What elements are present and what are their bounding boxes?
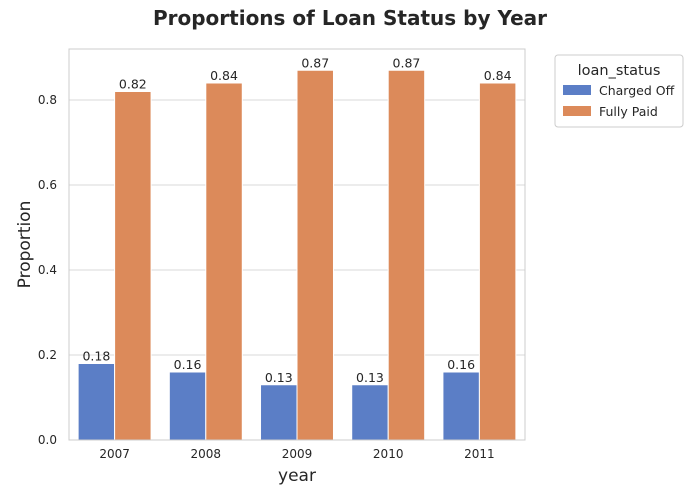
y-tick-label: 0.8	[38, 93, 57, 107]
y-axis-label: Proportion	[15, 201, 35, 289]
legend-items: Charged Off Fully Paid	[563, 83, 675, 119]
bar-charged-off-2009	[260, 384, 298, 441]
bar-charged-off-2010	[351, 384, 389, 441]
data-label: 0.87	[301, 55, 329, 70]
x-tick-label: 2011	[464, 447, 495, 461]
bar-fully-paid-2010	[387, 69, 426, 441]
data-label: 0.84	[484, 68, 512, 83]
data-labels: 0.18 0.82 0.16 0.84 0.13 0.87 0.13 0.87 0.16 0.84	[82, 55, 511, 385]
legend: loan_status Charged Off Fully Paid	[554, 54, 684, 128]
plot-frame	[68, 48, 526, 441]
y-tick-label: 0.6	[38, 178, 57, 192]
legend-swatch-charged-off	[563, 85, 591, 95]
bars	[77, 69, 517, 441]
bar-fully-paid-2008	[205, 82, 243, 441]
legend-swatch-fully-paid	[563, 106, 591, 116]
axes: 0.0 0.2 0.4 0.6 0.8 2007 2008 2009 2010 2011	[38, 93, 495, 461]
bar-charged-off-2008	[168, 371, 207, 441]
data-label: 0.87	[393, 55, 421, 70]
bar-fully-paid-2011	[478, 82, 517, 441]
data-label: 0.16	[447, 357, 475, 372]
x-tick-label: 2010	[373, 447, 404, 461]
data-label: 0.16	[174, 357, 202, 372]
data-label: 0.18	[82, 349, 110, 364]
legend-title: loan_status	[578, 63, 661, 79]
bar-charged-off-2011	[442, 371, 480, 441]
x-axis-label: year	[278, 466, 316, 486]
y-tick-label: 0.0	[38, 433, 57, 447]
legend-label: Fully Paid	[599, 104, 658, 119]
data-label: 0.84	[210, 68, 238, 83]
data-label: 0.13	[265, 370, 293, 385]
bar-charged-off-2007	[77, 363, 116, 441]
data-label: 0.82	[119, 77, 147, 92]
data-label: 0.13	[356, 370, 384, 385]
x-tick-label: 2009	[282, 447, 313, 461]
x-tick-label: 2007	[99, 447, 130, 461]
y-tick-label: 0.2	[38, 348, 57, 362]
chart-title: Proportions of Loan Status by Year	[153, 6, 547, 30]
legend-label: Charged Off	[599, 83, 675, 98]
bar-fully-paid-2009	[296, 69, 334, 441]
x-tick-label: 2008	[191, 447, 222, 461]
bar-fully-paid-2007	[114, 91, 152, 441]
y-tick-label: 0.4	[38, 263, 57, 277]
